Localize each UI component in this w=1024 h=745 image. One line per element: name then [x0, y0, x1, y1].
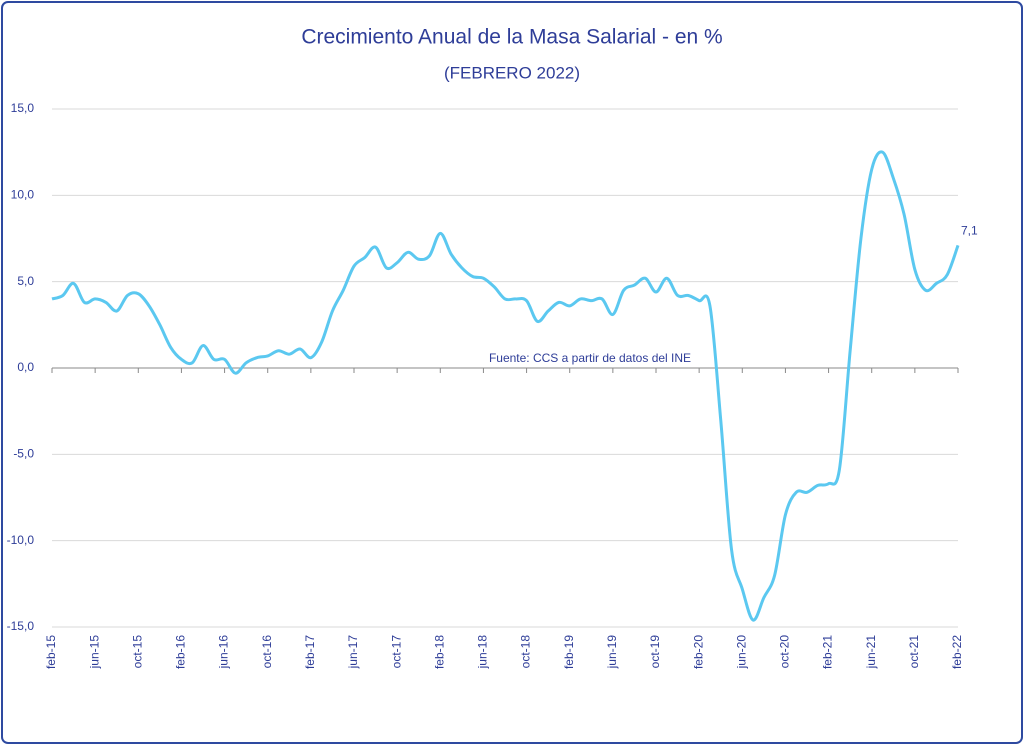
x-tick-label: feb-22 — [950, 635, 964, 669]
x-tick-label: oct-19 — [648, 635, 662, 669]
y-tick-label: 15,0 — [11, 101, 35, 115]
x-tick-label: feb-18 — [432, 635, 446, 669]
x-tick-label: oct-15 — [130, 635, 144, 669]
x-tick-label: jun-20 — [734, 635, 748, 670]
x-tick-label: jun-17 — [346, 635, 360, 670]
x-tick-label: feb-19 — [562, 635, 576, 669]
chart-subtitle: (FEBRERO 2022) — [444, 63, 580, 82]
data-line — [51, 150, 960, 622]
y-tick-label: -15,0 — [7, 619, 35, 633]
data-label: 7,1 — [961, 224, 978, 238]
x-tick-label: oct-16 — [260, 635, 274, 669]
x-tick-label: oct-17 — [389, 635, 403, 669]
x-tick-label: jun-15 — [87, 635, 101, 670]
y-tick-label: -10,0 — [7, 533, 35, 547]
x-tick-label: jun-19 — [605, 635, 619, 670]
x-tick-label: feb-20 — [691, 635, 705, 669]
chart-title: Crecimiento Anual de la Masa Salarial - … — [301, 26, 722, 49]
x-tick-label: oct-18 — [519, 635, 533, 669]
y-tick-label: 0,0 — [17, 360, 34, 374]
y-tick-label: 5,0 — [17, 274, 34, 288]
x-tick-label: jun-16 — [217, 635, 231, 670]
x-tick-label: feb-17 — [303, 635, 317, 669]
x-tick-label: oct-21 — [907, 635, 921, 669]
x-tick-label: oct-20 — [778, 635, 792, 669]
x-tick-label: feb-15 — [44, 635, 58, 669]
y-tick-label: 10,0 — [11, 188, 35, 202]
x-tick-label: jun-21 — [864, 635, 878, 670]
x-tick-label: jun-18 — [476, 635, 490, 670]
source-note: Fuente: CCS a partir de datos del INE — [489, 351, 691, 365]
x-tick-label: feb-21 — [821, 635, 835, 669]
x-tick-label: feb-16 — [174, 635, 188, 669]
y-tick-label: -5,0 — [13, 447, 34, 461]
